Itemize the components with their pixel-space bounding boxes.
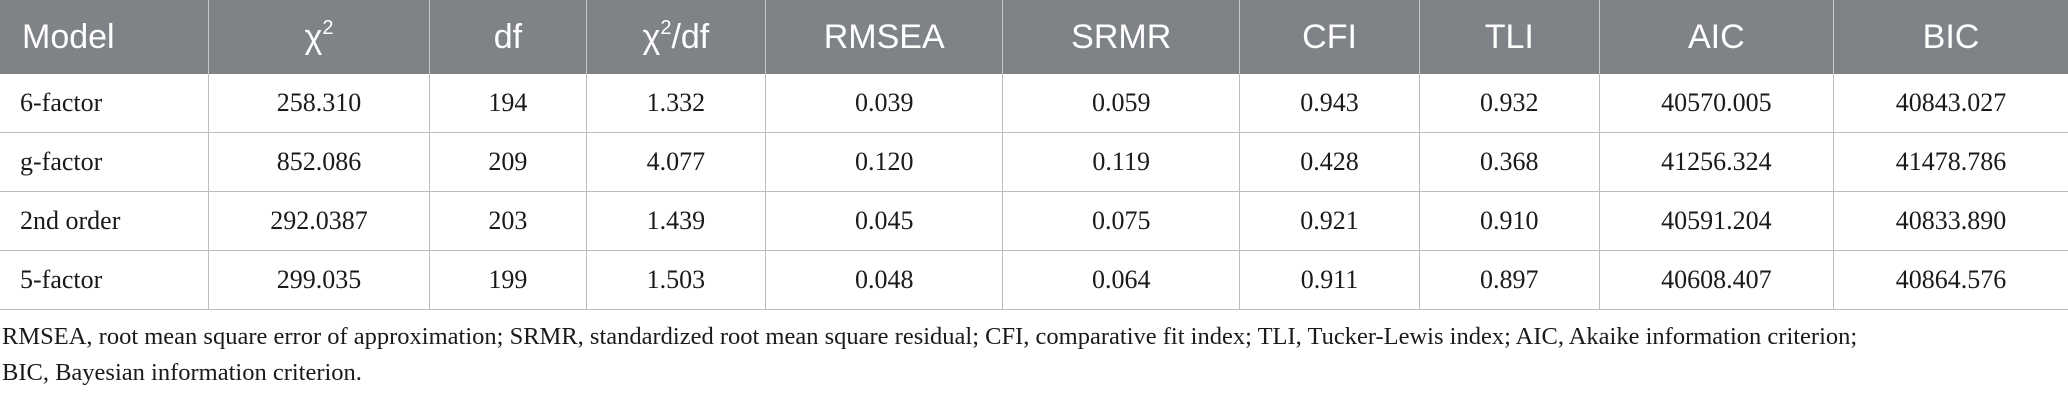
model-fit-table-container: Model χ2 df χ2/df RMSEA SRMR CFI TLI AIC… bbox=[0, 0, 2068, 310]
cell-chi-square: 852.086 bbox=[208, 132, 431, 192]
cell-srmr: 0.064 bbox=[1002, 250, 1241, 310]
header-df: df bbox=[429, 0, 587, 74]
cell-srmr: 0.059 bbox=[1002, 74, 1241, 133]
cell-df: 199 bbox=[429, 250, 587, 310]
cell-tli: 0.368 bbox=[1419, 132, 1600, 192]
cell-chi-square-df: 1.503 bbox=[586, 250, 767, 310]
header-aic: AIC bbox=[1599, 0, 1835, 74]
cell-cfi: 0.911 bbox=[1239, 250, 1420, 310]
footnote-line-2: BIC, Bayesian information criterion. bbox=[2, 359, 362, 386]
cell-model: 5-factor bbox=[0, 250, 209, 310]
cell-cfi: 0.428 bbox=[1239, 132, 1420, 192]
cell-bic: 41478.786 bbox=[1833, 132, 2068, 192]
model-fit-table: Model χ2 df χ2/df RMSEA SRMR CFI TLI AIC… bbox=[0, 0, 2068, 310]
header-row: Model χ2 df χ2/df RMSEA SRMR CFI TLI AIC… bbox=[0, 0, 2068, 74]
cell-aic: 41256.324 bbox=[1599, 132, 1835, 192]
cell-aic: 40570.005 bbox=[1599, 74, 1835, 133]
cell-aic: 40591.204 bbox=[1599, 191, 1835, 251]
header-chi-square-df: χ2/df bbox=[586, 0, 767, 74]
cell-chi-square-df: 4.077 bbox=[586, 132, 767, 192]
header-bic: BIC bbox=[1833, 0, 2068, 74]
footnote-line-1: RMSEA, root mean square error of approxi… bbox=[2, 323, 1858, 350]
cell-rmsea: 0.045 bbox=[765, 191, 1004, 251]
cell-tli: 0.932 bbox=[1419, 74, 1600, 133]
cell-tli: 0.910 bbox=[1419, 191, 1600, 251]
cell-bic: 40864.576 bbox=[1833, 250, 2068, 310]
table-row: g-factor 852.086 209 4.077 0.120 0.119 0… bbox=[0, 132, 2068, 192]
cell-rmsea: 0.039 bbox=[765, 74, 1004, 133]
cell-bic: 40833.890 bbox=[1833, 191, 2068, 251]
cell-tli: 0.897 bbox=[1419, 250, 1600, 310]
cell-chi-square-df: 1.439 bbox=[586, 191, 767, 251]
cell-srmr: 0.075 bbox=[1002, 191, 1241, 251]
header-srmr: SRMR bbox=[1002, 0, 1241, 74]
table-footnote: RMSEA, root mean square error of approxi… bbox=[2, 319, 2062, 391]
cell-chi-square: 292.0387 bbox=[208, 191, 431, 251]
header-tli: TLI bbox=[1419, 0, 1600, 74]
cell-bic: 40843.027 bbox=[1833, 74, 2068, 133]
cell-model: 6-factor bbox=[0, 74, 209, 133]
table-row: 2nd order 292.0387 203 1.439 0.045 0.075… bbox=[0, 191, 2068, 251]
cell-df: 209 bbox=[429, 132, 587, 192]
cell-chi-square: 299.035 bbox=[208, 250, 431, 310]
cell-chi-square-df: 1.332 bbox=[586, 74, 767, 133]
table-row: 6-factor 258.310 194 1.332 0.039 0.059 0… bbox=[0, 74, 2068, 133]
cell-df: 194 bbox=[429, 74, 587, 133]
table-row: 5-factor 299.035 199 1.503 0.048 0.064 0… bbox=[0, 250, 2068, 310]
cell-cfi: 0.921 bbox=[1239, 191, 1420, 251]
cell-model: g-factor bbox=[0, 132, 209, 192]
cell-cfi: 0.943 bbox=[1239, 74, 1420, 133]
header-chi-square: χ2 bbox=[208, 0, 431, 74]
header-cfi: CFI bbox=[1239, 0, 1420, 74]
cell-srmr: 0.119 bbox=[1002, 132, 1241, 192]
cell-model: 2nd order bbox=[0, 191, 209, 251]
header-model: Model bbox=[0, 0, 209, 74]
cell-aic: 40608.407 bbox=[1599, 250, 1835, 310]
cell-rmsea: 0.048 bbox=[765, 250, 1004, 310]
cell-df: 203 bbox=[429, 191, 587, 251]
cell-chi-square: 258.310 bbox=[208, 74, 431, 133]
header-rmsea: RMSEA bbox=[765, 0, 1004, 74]
cell-rmsea: 0.120 bbox=[765, 132, 1004, 192]
